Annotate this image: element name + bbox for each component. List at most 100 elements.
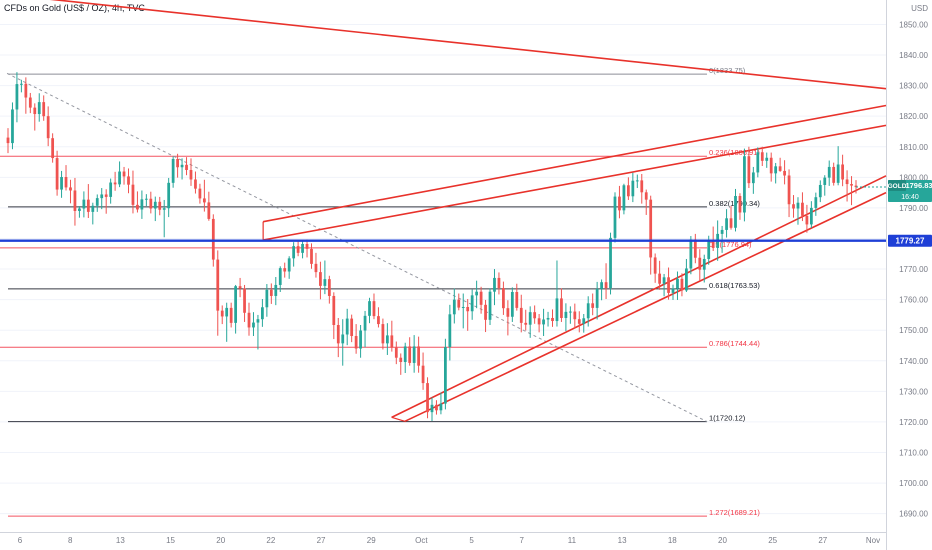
candle-body [314, 263, 318, 273]
candle-body [287, 258, 291, 272]
candle-body [542, 319, 545, 325]
candle-body [171, 158, 175, 183]
candle-body [827, 166, 831, 178]
candle-body [167, 182, 171, 209]
candle-body [479, 291, 483, 305]
candle-body [631, 180, 635, 197]
candle-body [814, 197, 818, 208]
candle-body [760, 152, 764, 161]
candle-body [702, 258, 706, 270]
fib-level-label: 1.272(1689.21) [709, 508, 760, 517]
candle-body [743, 156, 746, 213]
candle-body [711, 240, 715, 248]
candle-body [850, 184, 853, 186]
candle-body [564, 311, 568, 318]
current-price-countdown: 16:40 [901, 194, 919, 201]
candle-body [546, 317, 550, 320]
y-tick-label: 1790.00 [899, 204, 928, 213]
fib-level-label: 0.786(1744.44) [709, 339, 760, 348]
candle-body [390, 335, 394, 348]
candle-body [207, 202, 211, 219]
candle-body [738, 195, 742, 213]
x-tick-label: 13 [618, 536, 627, 545]
candle-body [515, 291, 519, 308]
trendline [49, 0, 887, 90]
candle-body [296, 246, 300, 253]
candle-body [439, 403, 443, 411]
candle-body [524, 322, 528, 325]
candle-body [658, 273, 662, 284]
candle-body [809, 207, 813, 225]
candle-body [484, 304, 487, 320]
candle-body [216, 259, 220, 311]
candle-body [591, 303, 595, 308]
candle-body [488, 291, 492, 320]
y-tick-label: 1740.00 [899, 357, 928, 366]
candle-body [676, 278, 679, 289]
candle-body [604, 282, 608, 289]
candle-body [269, 289, 273, 296]
candle-body [667, 277, 670, 293]
candle-body [42, 102, 46, 117]
candle-body [551, 317, 554, 322]
x-tick-label: 29 [367, 536, 376, 545]
candle-body [796, 202, 800, 209]
candle-body [774, 166, 778, 174]
candle-body [430, 404, 434, 413]
candle-body [122, 171, 126, 177]
candle-body [506, 308, 510, 317]
candle-body [363, 315, 367, 331]
candle-body [613, 196, 617, 238]
y-tick-label: 1730.00 [899, 387, 928, 396]
candle-body [725, 218, 728, 230]
candle-body [823, 177, 827, 185]
candle-body [662, 277, 666, 284]
candle-body [457, 299, 461, 308]
trendline-connector [391, 416, 406, 422]
candle-body [841, 164, 844, 180]
candle-body [55, 158, 59, 190]
fib-level-label: 0.618(1763.53) [709, 281, 760, 290]
y-tick-label: 1750.00 [899, 326, 928, 335]
fib-level-label: 0(1833.75) [709, 66, 746, 75]
candle-body [359, 330, 362, 349]
candle-body [78, 208, 81, 211]
x-tick-label: 6 [18, 536, 23, 545]
candle-body [403, 346, 407, 363]
candle-body [158, 201, 162, 210]
candle-body [345, 318, 349, 335]
x-tick-label: 27 [317, 536, 326, 545]
candle-body [149, 198, 153, 209]
candle-body [381, 324, 385, 344]
dashed-trendline [6, 72, 708, 423]
candle-body [202, 198, 206, 203]
y-tick-label: 1710.00 [899, 449, 928, 458]
candle-body [818, 184, 822, 198]
candle-body [265, 289, 269, 308]
candle-body [452, 299, 456, 315]
candle-body [394, 347, 398, 358]
fib-level-label: 0.5(1776.94) [709, 240, 752, 249]
trendline [262, 104, 887, 223]
candle-body [854, 185, 858, 188]
candle-body [234, 286, 238, 323]
candle-body [635, 180, 639, 182]
y-tick-label: 1810.00 [899, 143, 928, 152]
candle-body [734, 195, 737, 228]
candle-body [845, 179, 849, 185]
candle-body [86, 199, 90, 212]
candle-body [470, 295, 474, 312]
candle-body [448, 314, 452, 348]
candle-body [24, 83, 28, 98]
candle-body [341, 334, 345, 344]
candle-body [805, 215, 809, 225]
candle-body [64, 177, 68, 188]
candle-body [368, 301, 371, 316]
x-tick-label: 7 [520, 536, 525, 545]
candle-body [82, 199, 86, 209]
candle-body [332, 295, 336, 326]
candle-body [399, 357, 403, 363]
candle-body [622, 185, 626, 211]
candle-body [15, 84, 19, 110]
